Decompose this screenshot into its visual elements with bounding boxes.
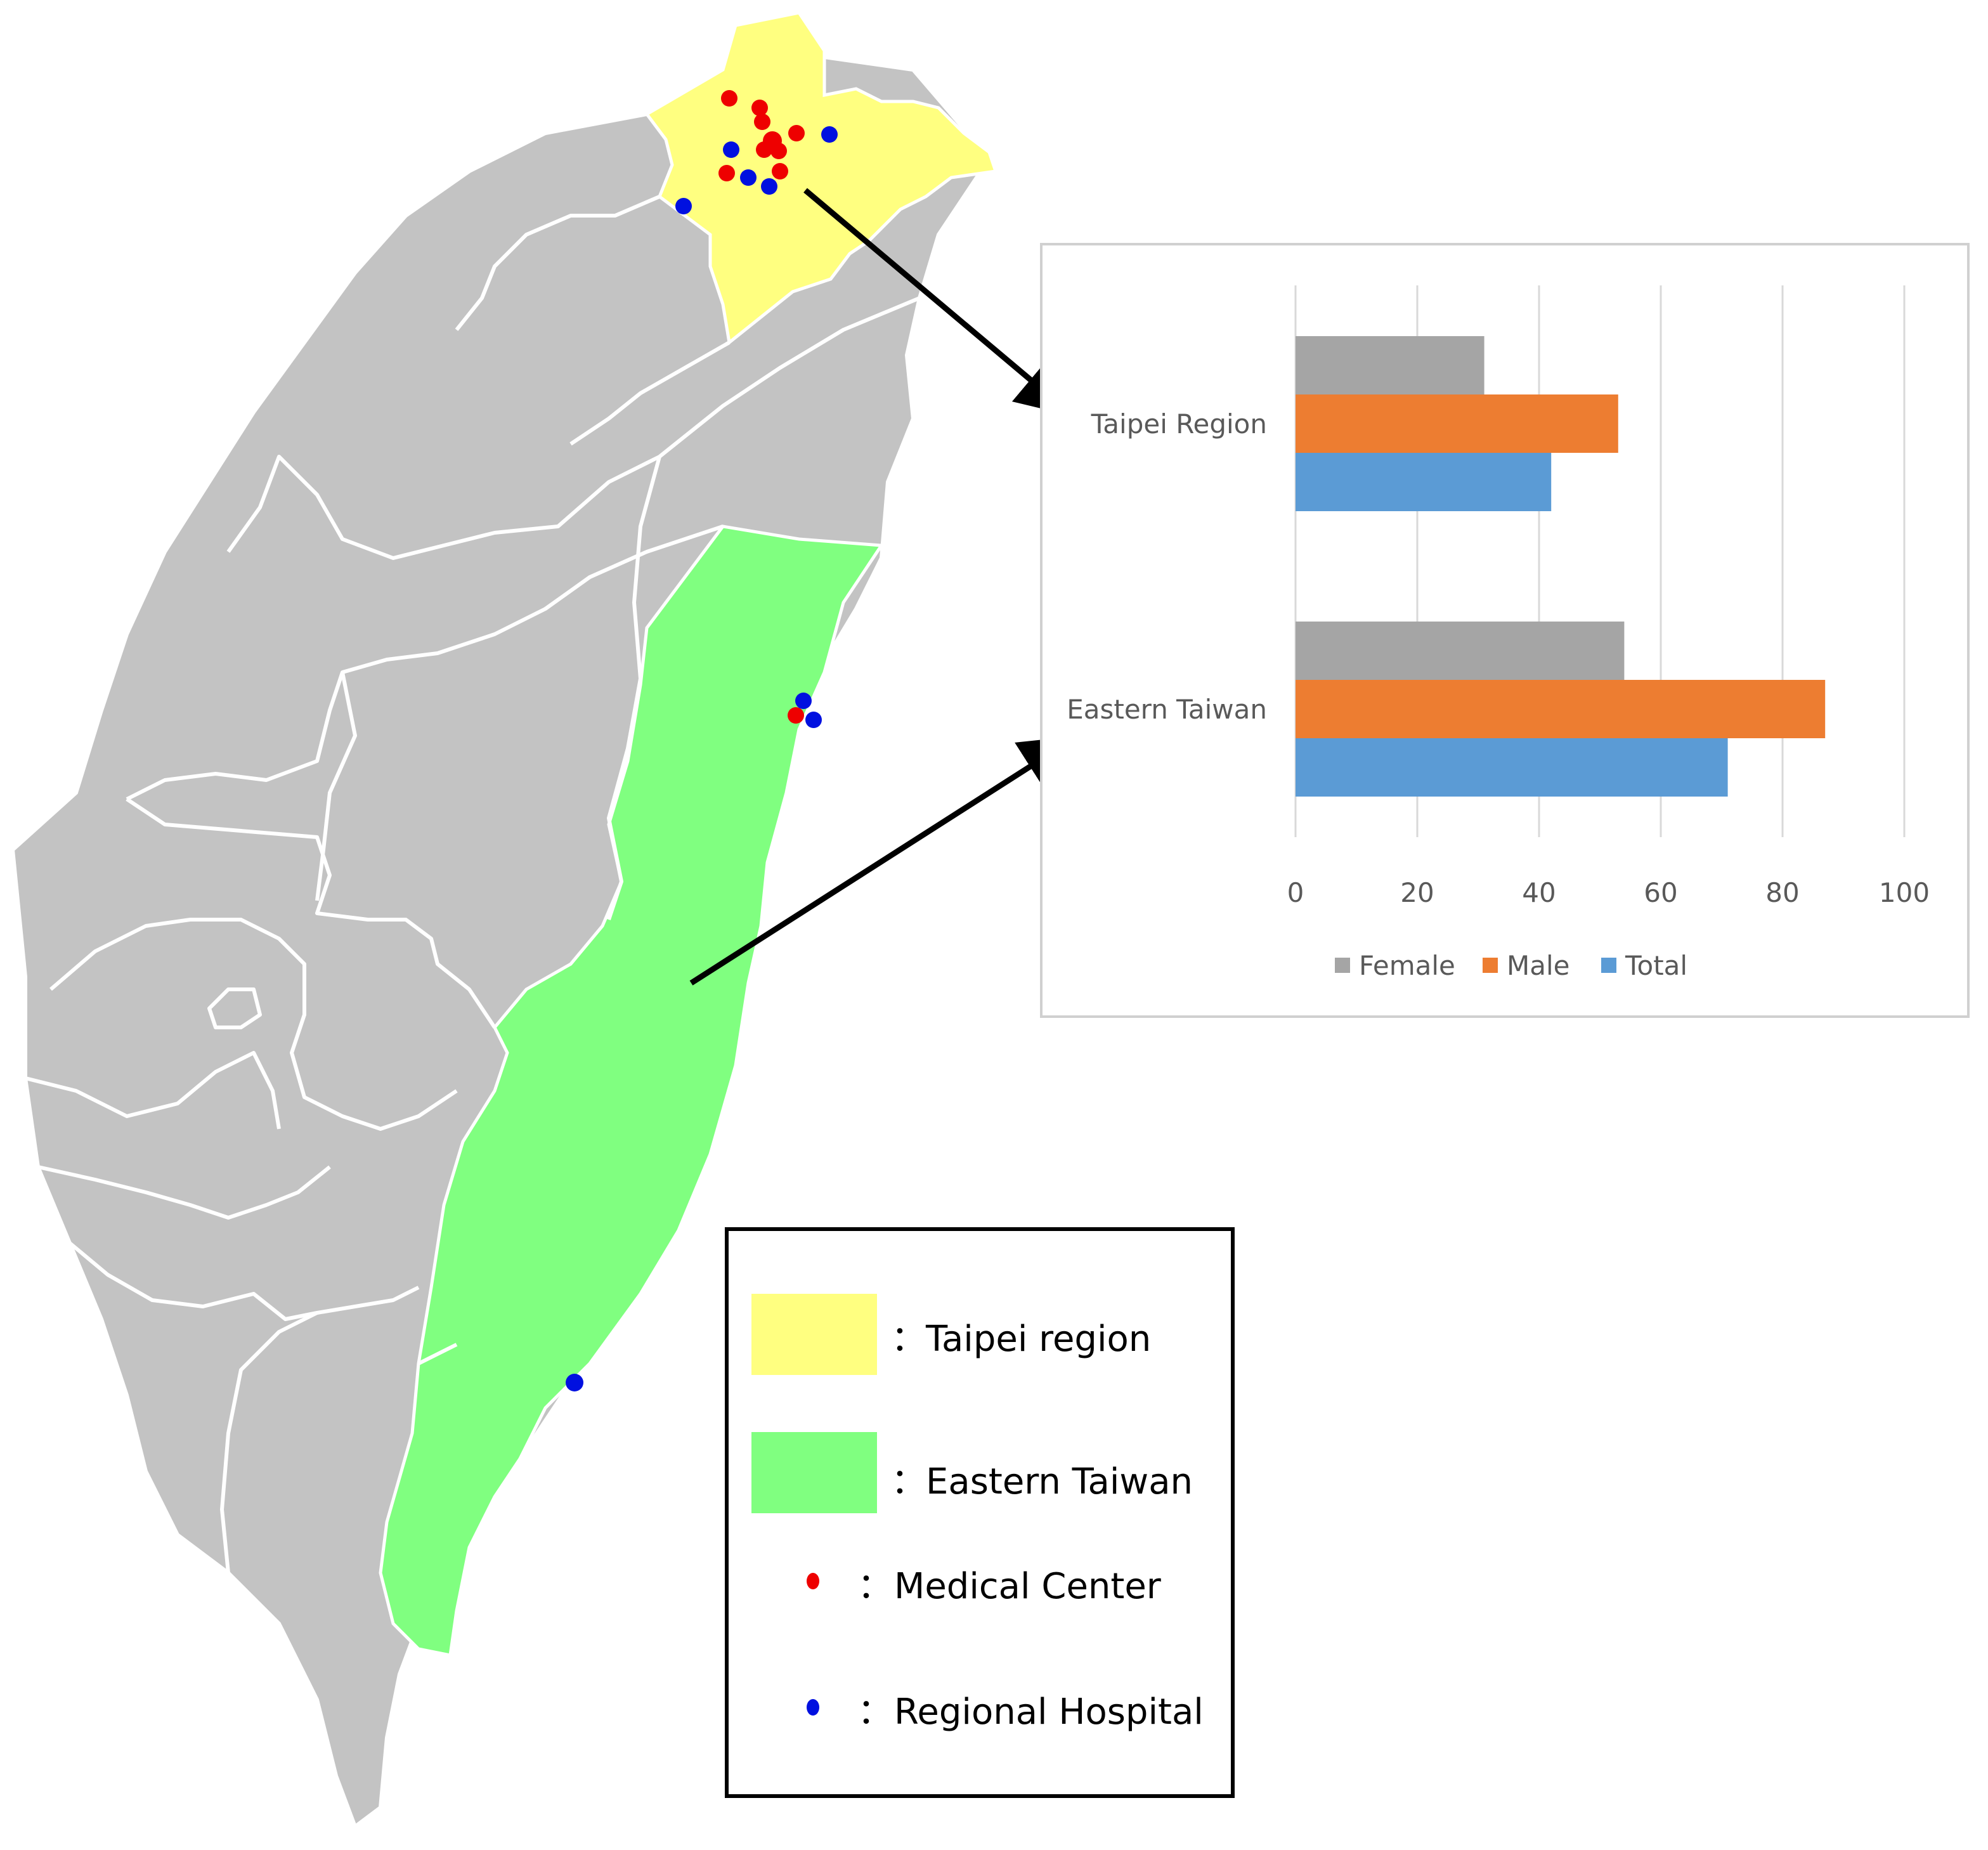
chart-legend: Female Male Total xyxy=(1335,950,1687,981)
legend-separator: ： xyxy=(857,1566,893,1607)
x-tick-label: 80 xyxy=(1765,877,1799,908)
medical-center-marker xyxy=(788,125,805,141)
x-tick-label: 100 xyxy=(1879,877,1930,908)
eastern-taiwan-label: Eastern Taiwan xyxy=(926,1461,1193,1502)
map-legend: ： Taipei region ： Eastern Taiwan ： Medic… xyxy=(725,1227,1235,1798)
chart-bars xyxy=(1296,336,1826,797)
legend-separator: ： xyxy=(891,1319,926,1360)
legend-label-female: Female xyxy=(1359,950,1455,981)
medical-center-marker xyxy=(718,165,735,181)
bar-total xyxy=(1296,453,1552,511)
bar-female xyxy=(1296,622,1625,680)
legend-swatch-total xyxy=(1601,958,1616,973)
bar-female xyxy=(1296,336,1485,394)
medical-center-marker xyxy=(770,143,787,159)
eastern-arrow xyxy=(689,736,1079,986)
regional-hospital-marker xyxy=(675,198,692,214)
hospital-markers xyxy=(566,90,838,1391)
chart-category-labels: Taipei Region Eastern Taiwan xyxy=(1067,408,1267,725)
bar-chart: Taipei Region Eastern Taiwan 0 20 40 60 80 100… xyxy=(1040,243,1970,1018)
medical-center-label: Medical Center xyxy=(894,1566,1162,1607)
regional-hospital-marker xyxy=(761,178,777,195)
medical-center-marker xyxy=(754,114,770,130)
taiwan-island xyxy=(10,55,992,1830)
medical-center-marker xyxy=(721,90,737,107)
x-tick-label: 20 xyxy=(1400,877,1434,908)
regional-hospital-marker xyxy=(566,1374,583,1391)
x-tick-label: 0 xyxy=(1287,877,1304,908)
medical-center-marker xyxy=(756,141,772,158)
bar-male xyxy=(1296,394,1618,453)
x-tick-label: 60 xyxy=(1644,877,1677,908)
regional-hospital-marker xyxy=(805,712,822,728)
regional-hospital-marker xyxy=(740,169,757,186)
taipei-region-swatch xyxy=(751,1294,877,1375)
medical-center-marker xyxy=(751,100,768,116)
taipei-region-label: Taipei region xyxy=(925,1319,1151,1360)
eastern-taiwan-swatch xyxy=(751,1432,877,1513)
regional-hospital-dot xyxy=(807,1699,819,1716)
legend-swatch-male xyxy=(1483,958,1498,973)
category-label: Eastern Taiwan xyxy=(1067,694,1267,725)
bar-total xyxy=(1296,738,1728,797)
taiwan-map xyxy=(10,11,1079,1830)
x-tick-label: 40 xyxy=(1522,877,1556,908)
regional-hospital-marker xyxy=(723,141,739,158)
category-label: Taipei Region xyxy=(1091,408,1267,440)
legend-separator: ： xyxy=(857,1691,893,1733)
medical-center-marker xyxy=(772,163,788,179)
medical-center-marker xyxy=(788,707,804,724)
eastern-taiwan-region xyxy=(379,524,885,1657)
legend-label-total: Total xyxy=(1625,950,1687,981)
regional-hospital-marker xyxy=(795,693,812,709)
bar-male xyxy=(1296,680,1826,738)
regional-hospital-label: Regional Hospital xyxy=(894,1691,1204,1733)
county-borders xyxy=(25,195,921,1573)
taipei-arrow xyxy=(803,188,1074,417)
legend-swatch-female xyxy=(1335,958,1350,973)
medical-center-dot xyxy=(807,1573,819,1589)
legend-separator: ： xyxy=(891,1461,926,1502)
legend-label-male: Male xyxy=(1507,950,1569,981)
regional-hospital-marker xyxy=(821,126,838,143)
chart-tick-labels: 0 20 40 60 80 100 xyxy=(1287,877,1930,908)
